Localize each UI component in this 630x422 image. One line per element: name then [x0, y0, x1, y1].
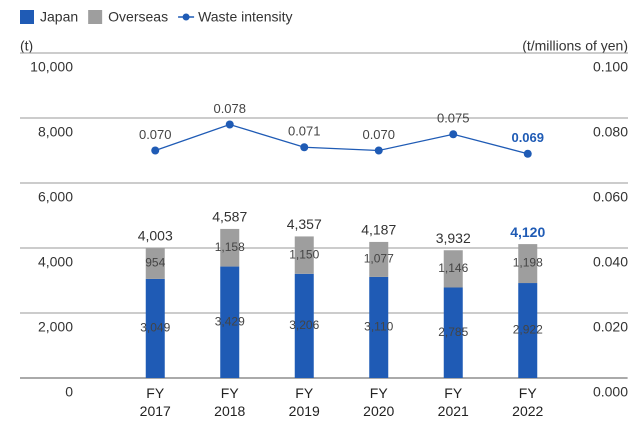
- segment-label: 2,922: [513, 323, 543, 337]
- line-label: 0.069: [511, 130, 544, 145]
- y2-tick-label: 0.060: [593, 189, 628, 205]
- bar-segment: [220, 228, 240, 267]
- segment-label: 3,206: [289, 318, 319, 332]
- line-marker: [449, 130, 458, 139]
- x-tick-label: FY 2022: [512, 385, 544, 419]
- line-marker: [225, 120, 234, 129]
- line-label: 0.071: [288, 124, 321, 139]
- total-label: 4,587: [212, 209, 247, 225]
- bar-segment: [369, 241, 389, 277]
- legend-swatch: [20, 10, 34, 24]
- line-marker: [300, 143, 309, 152]
- y2-tick-label: 0.080: [593, 124, 628, 140]
- x-tick-label: FY 2017: [139, 385, 171, 419]
- bar-segment: [145, 247, 165, 279]
- bar-segment: [294, 273, 314, 378]
- segment-label: 954: [145, 256, 165, 270]
- bar-segment: [369, 276, 389, 378]
- segment-label: 2,785: [438, 325, 468, 339]
- bar-segment: [145, 278, 165, 378]
- bar-segment: [220, 266, 240, 378]
- line-label: 0.078: [213, 101, 246, 116]
- bar-segment: [518, 244, 538, 284]
- legend-label: Waste intensity: [198, 9, 292, 25]
- legend-marker: [182, 13, 190, 21]
- bar-segment: [518, 283, 538, 378]
- segment-label: 1,150: [289, 247, 319, 261]
- total-label: 4,357: [287, 216, 322, 232]
- line-marker: [523, 149, 532, 158]
- line-marker: [374, 146, 383, 155]
- legend-label: Overseas: [108, 9, 168, 25]
- segment-label: 3,429: [215, 314, 245, 328]
- bar-segment: [443, 250, 463, 288]
- x-tick-label: FY 2019: [288, 385, 320, 419]
- total-label: 4,187: [361, 222, 396, 238]
- y2-tick-label: 0.040: [593, 254, 628, 270]
- y-tick-label: 6,000: [38, 189, 73, 205]
- x-tick-label: FY 2018: [214, 385, 246, 419]
- x-tick-label: FY 2021: [437, 385, 469, 419]
- line-label: 0.070: [362, 127, 395, 142]
- line-label: 0.070: [139, 127, 172, 142]
- bar-segment: [294, 236, 314, 274]
- y-tick-label: 8,000: [38, 124, 73, 140]
- line-label: 0.075: [437, 111, 470, 126]
- bar-segment: [443, 287, 463, 378]
- y2-tick-label: 0.000: [593, 384, 628, 400]
- segment-label: 1,077: [364, 252, 394, 266]
- line-marker: [151, 146, 160, 155]
- segment-label: 3,110: [364, 320, 393, 334]
- y-axis-label: (t): [20, 38, 33, 54]
- y2-tick-label: 0.100: [593, 59, 628, 75]
- segment-label: 1,198: [513, 256, 543, 270]
- legend-label: Japan: [40, 9, 78, 25]
- y2-axis-label: (t/millions of yen): [522, 38, 628, 54]
- segment-label: 3,049: [140, 321, 170, 335]
- total-label: 4,120: [510, 224, 545, 240]
- segment-label: 1,158: [215, 240, 245, 254]
- legend-swatch: [88, 10, 103, 24]
- line: [155, 123, 528, 155]
- y2-tick-label: 0.020: [593, 319, 628, 335]
- total-label: 3,932: [436, 230, 471, 246]
- y-tick-label: 0: [65, 384, 73, 400]
- y-tick-label: 2,000: [38, 319, 73, 335]
- y-tick-label: 10,000: [30, 59, 73, 75]
- y-tick-label: 4,000: [38, 254, 73, 270]
- x-tick-label: FY 2020: [363, 385, 395, 419]
- segment-label: 1,146: [438, 261, 468, 275]
- total-label: 4,003: [138, 228, 173, 244]
